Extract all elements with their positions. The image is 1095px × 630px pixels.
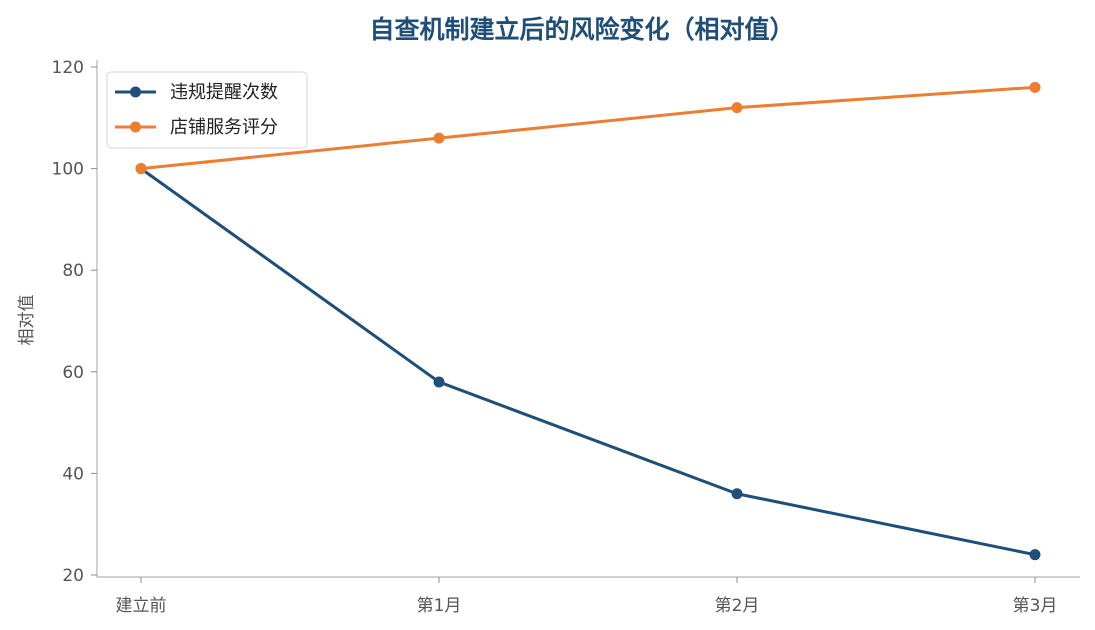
- y-tick-label: 120: [52, 58, 84, 78]
- y-tick-label: 40: [62, 464, 84, 484]
- legend-item: 违规提醒次数: [115, 82, 278, 103]
- x-tick-label: 第1月: [417, 596, 462, 616]
- data-point: [731, 488, 743, 500]
- legend-item: 店铺服务评分: [115, 117, 278, 138]
- data-point: [433, 376, 445, 388]
- legend-swatch-marker: [130, 121, 141, 133]
- y-tick-label: 80: [62, 261, 84, 281]
- series-group: [135, 81, 1041, 561]
- x-tick-label: 建立前: [116, 596, 167, 616]
- series-line: [139, 167, 1037, 557]
- x-tick-label: 第2月: [715, 596, 760, 616]
- legend-swatch-marker: [130, 86, 141, 98]
- legend-label: 店铺服务评分: [170, 117, 278, 138]
- data-point: [731, 102, 743, 114]
- y-axis-label: 相对值: [17, 295, 37, 346]
- x-tick-label: 第3月: [1013, 596, 1058, 616]
- data-point: [135, 163, 147, 175]
- data-point: [433, 132, 445, 144]
- series-2: [135, 81, 1041, 175]
- y-ticks: 20 40 60 80 100 120: [52, 58, 97, 586]
- y-tick-label: 100: [52, 160, 84, 180]
- x-ticks: 建立前 第1月 第2月 第3月: [116, 577, 1058, 616]
- y-tick-label: 20: [62, 566, 84, 586]
- data-point: [1029, 81, 1041, 93]
- data-point: [1029, 549, 1041, 561]
- legend-box: [106, 71, 308, 149]
- y-tick-label: 60: [62, 363, 84, 383]
- series-1: [135, 163, 1041, 561]
- series-line: [139, 85, 1037, 171]
- legend-label: 违规提醒次数: [170, 82, 278, 103]
- chart-title: 自查机制建立后的风险变化（相对值）: [369, 15, 794, 44]
